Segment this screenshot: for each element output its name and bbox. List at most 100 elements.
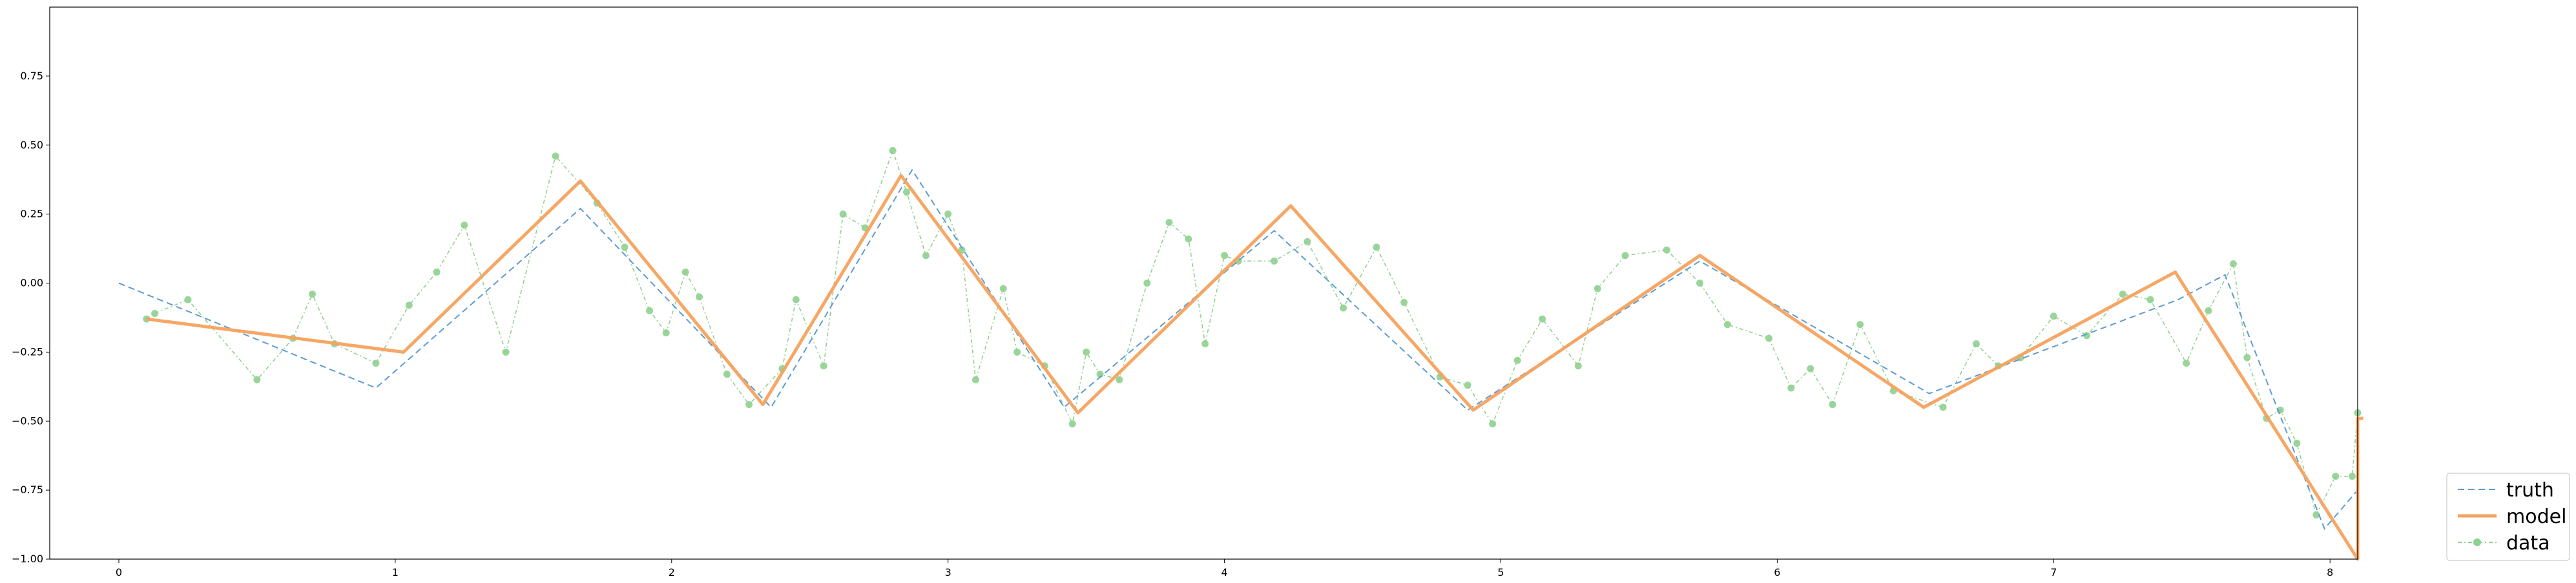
x-tick-label: 5 bbox=[1497, 566, 1504, 578]
x-tick-label: 0 bbox=[116, 566, 122, 578]
data-point bbox=[1116, 376, 1123, 384]
y-tick-label: −0.75 bbox=[12, 484, 43, 496]
data-point bbox=[971, 376, 979, 384]
data-point bbox=[1696, 280, 1704, 287]
x-tick-label: 2 bbox=[669, 566, 675, 578]
data-point bbox=[839, 210, 847, 218]
data-point bbox=[1083, 348, 1090, 356]
legend-entry-model: model bbox=[2458, 506, 2566, 528]
data-point bbox=[889, 147, 897, 154]
data-point bbox=[2332, 473, 2340, 480]
legend-entry-data: data bbox=[2458, 532, 2550, 555]
x-tick-label: 3 bbox=[945, 566, 951, 578]
data-point bbox=[2293, 439, 2301, 447]
x-tick-label: 8 bbox=[2327, 566, 2333, 578]
legend-label-truth: truth bbox=[2506, 479, 2554, 502]
x-tick-label: 4 bbox=[1221, 566, 1227, 578]
series-line-truth bbox=[118, 169, 2358, 530]
y-tick-label: −0.25 bbox=[12, 345, 43, 358]
data-point bbox=[151, 310, 159, 318]
data-point bbox=[1807, 365, 1814, 373]
data-point bbox=[820, 362, 827, 370]
legend-label-data: data bbox=[2506, 532, 2550, 555]
data-point bbox=[1068, 420, 1076, 428]
data-point bbox=[1221, 252, 1229, 260]
data-point bbox=[1143, 280, 1151, 287]
y-tick-label: −1.00 bbox=[12, 553, 43, 565]
data-point bbox=[958, 246, 966, 254]
data-point bbox=[2146, 296, 2154, 303]
y-tick-label: 0.25 bbox=[20, 208, 43, 220]
data-point bbox=[1574, 362, 1582, 370]
data-point bbox=[552, 152, 559, 160]
data-point bbox=[309, 291, 317, 298]
data-point bbox=[1663, 246, 1670, 254]
data-point bbox=[723, 371, 731, 378]
data-point bbox=[1464, 382, 1471, 389]
data-point bbox=[2229, 260, 2237, 268]
x-axis: 0 1 2 3 4 5 6 7 8 bbox=[116, 559, 2333, 578]
data-point bbox=[745, 401, 753, 409]
data-point bbox=[502, 348, 510, 356]
series-line-data bbox=[146, 148, 2358, 517]
x-tick-label: 1 bbox=[392, 566, 399, 578]
data-point bbox=[1400, 298, 1408, 306]
data-point bbox=[1013, 348, 1021, 356]
data-point bbox=[646, 307, 654, 314]
legend: truth model data bbox=[2446, 473, 2570, 561]
data-point bbox=[944, 210, 952, 218]
x-tick-label: 7 bbox=[2050, 566, 2057, 578]
data-point bbox=[621, 243, 628, 251]
y-tick-label: 0.50 bbox=[20, 139, 43, 151]
data-point bbox=[1489, 420, 1497, 428]
data-point bbox=[681, 268, 689, 276]
y-tick-label: −0.50 bbox=[12, 414, 43, 427]
data-point bbox=[662, 329, 670, 336]
data-point bbox=[1594, 285, 1601, 292]
y-tick-label: 0.00 bbox=[20, 277, 43, 289]
data-point bbox=[405, 302, 413, 309]
data-point bbox=[372, 359, 380, 367]
data-point bbox=[1723, 321, 1731, 329]
plot-frame bbox=[49, 6, 2358, 560]
data-point bbox=[2348, 473, 2356, 480]
data-point bbox=[922, 252, 930, 260]
data-point bbox=[1856, 321, 1864, 329]
data-point bbox=[2119, 291, 2126, 298]
data-point bbox=[903, 188, 911, 196]
data-point bbox=[1340, 304, 1347, 312]
data-point bbox=[1185, 235, 1192, 243]
data-point bbox=[253, 376, 261, 384]
data-point bbox=[696, 293, 703, 301]
series-layer bbox=[118, 147, 2363, 561]
data-point bbox=[1373, 243, 1380, 251]
data-point bbox=[2050, 312, 2057, 320]
data-point bbox=[1539, 315, 1546, 323]
legend-entry-truth: truth bbox=[2458, 479, 2554, 502]
y-tick-label: 0.75 bbox=[20, 70, 43, 82]
data-point bbox=[1787, 384, 1795, 392]
data-point bbox=[461, 221, 468, 229]
data-point bbox=[184, 296, 192, 303]
legend-marker-data bbox=[2473, 538, 2481, 546]
y-axis: −1.00 −0.75 −0.50 −0.25 0.00 0.25 0.50 0.75 bbox=[12, 70, 50, 565]
series-line-model bbox=[146, 174, 2363, 561]
data-point bbox=[1765, 334, 1773, 342]
data-point bbox=[1939, 404, 1947, 411]
data-point bbox=[2083, 332, 2091, 340]
x-tick-label: 6 bbox=[1774, 566, 1780, 578]
data-point bbox=[1304, 238, 1311, 245]
data-point bbox=[1972, 340, 1980, 348]
data-point bbox=[2183, 359, 2190, 367]
data-point bbox=[1165, 218, 1173, 226]
data-point bbox=[2205, 307, 2212, 314]
data-point bbox=[1829, 401, 1836, 409]
data-point bbox=[999, 285, 1007, 292]
data-point bbox=[1513, 356, 1521, 364]
data-point bbox=[792, 296, 800, 303]
data-point bbox=[1201, 340, 1209, 348]
data-point bbox=[1621, 252, 1629, 260]
data-point bbox=[2243, 354, 2251, 362]
data-point bbox=[2312, 511, 2320, 519]
